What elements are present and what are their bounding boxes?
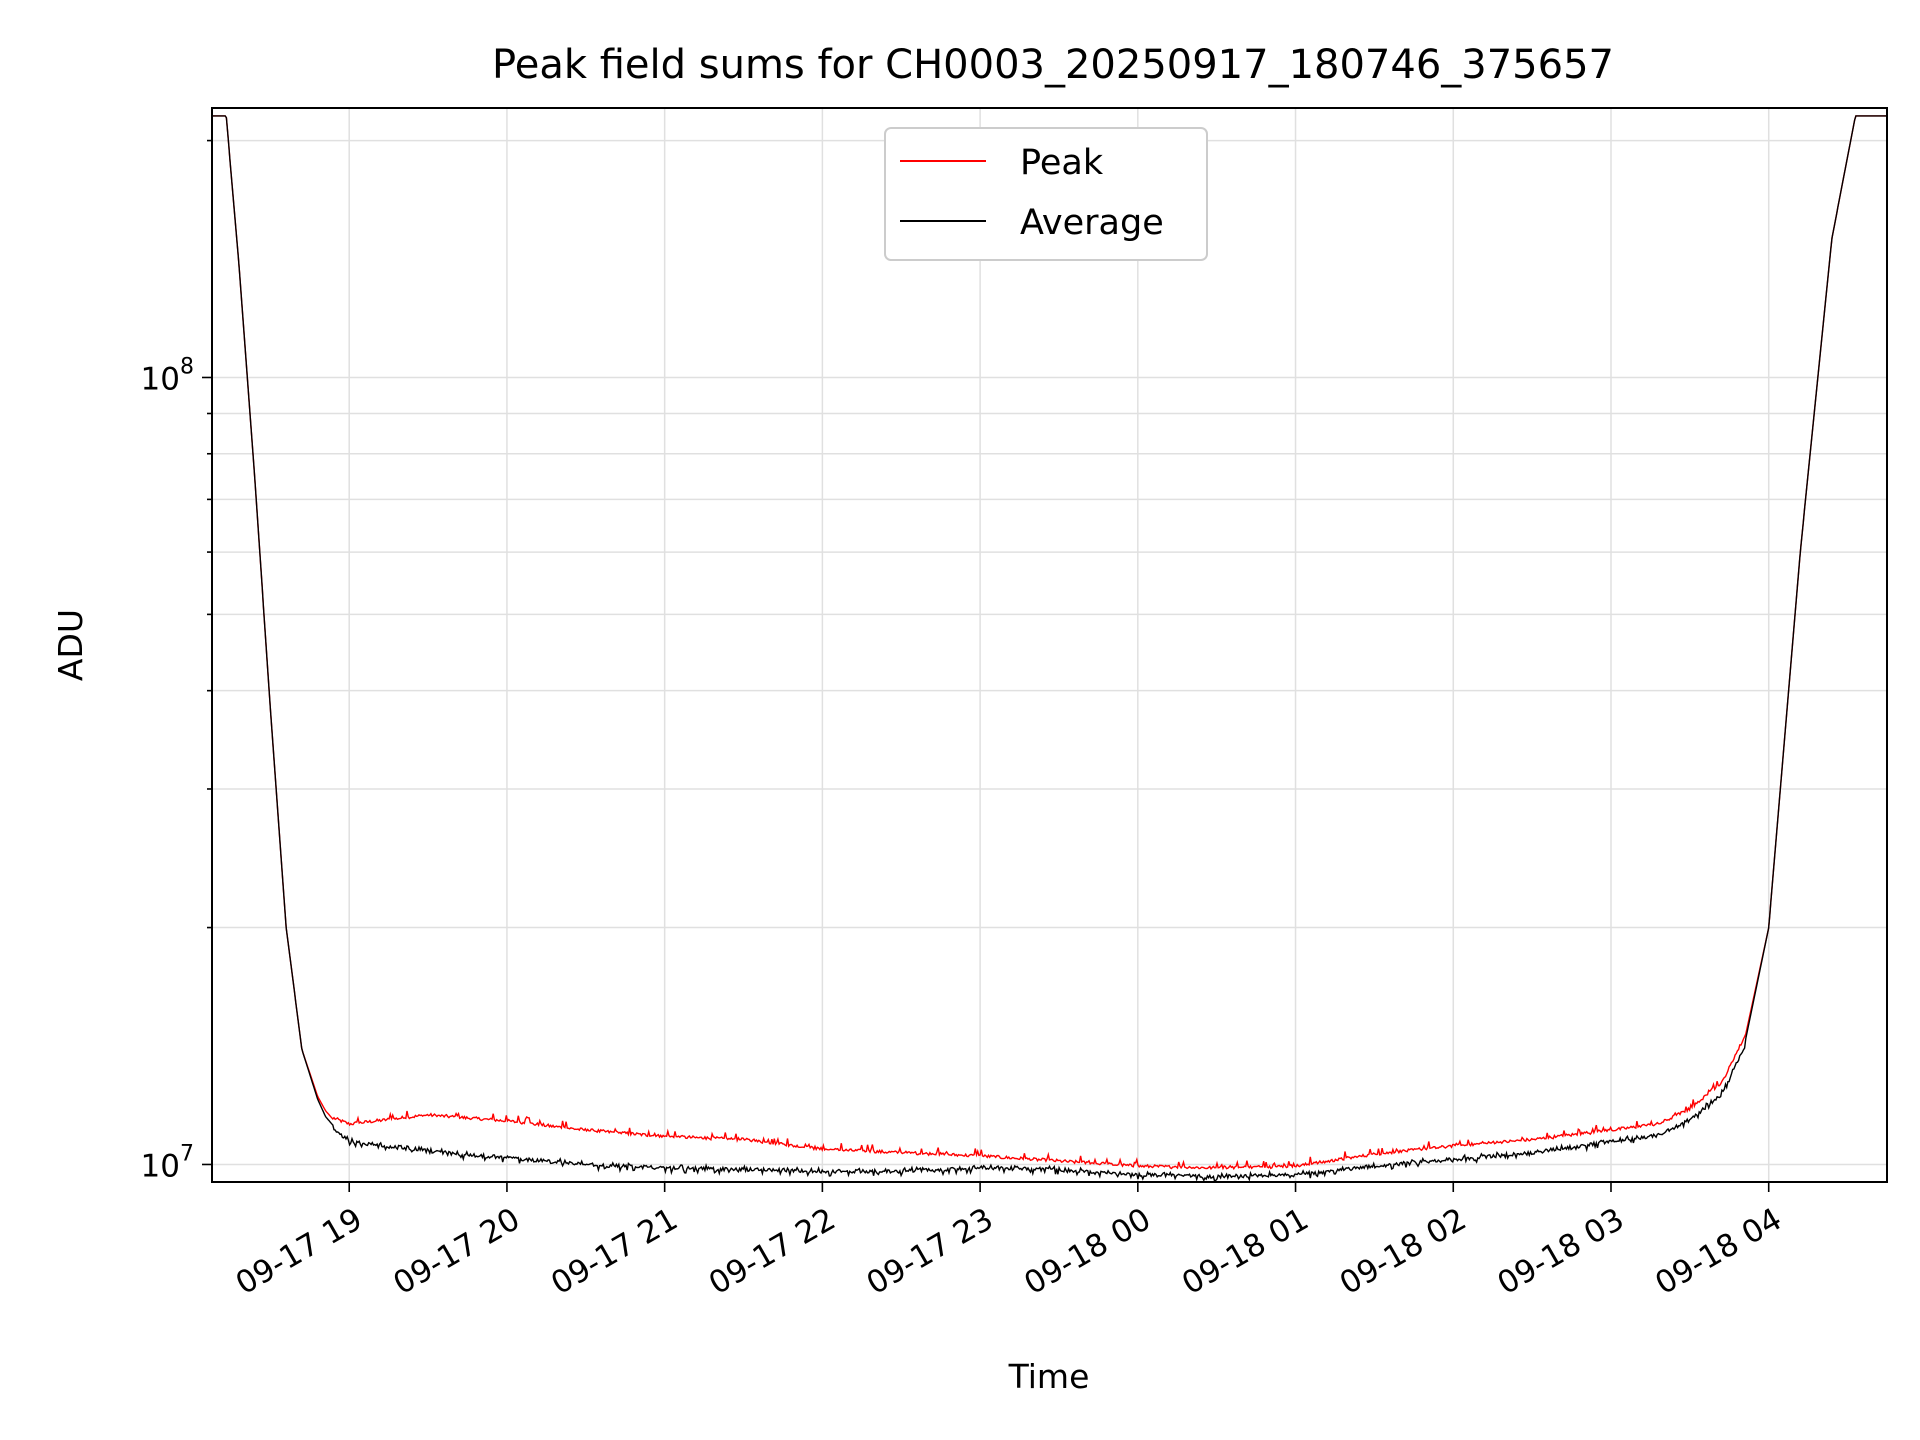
legend: Peak Average [884, 127, 1208, 261]
grid [212, 108, 1887, 1182]
plot-area [212, 108, 1887, 1182]
legend-label-average: Average [1020, 203, 1164, 243]
series-line-peak [212, 115, 1887, 1171]
y-tick-base: 10 [141, 1148, 180, 1184]
plot-frame [211, 107, 1888, 1183]
y-axis-label: ADU [51, 609, 90, 681]
y-tick-label: 108 [141, 354, 194, 397]
y-tick-exp: 8 [180, 354, 194, 379]
y-tick-label: 107 [141, 1141, 194, 1184]
legend-label-peak: Peak [1020, 143, 1104, 183]
y-tick-exp: 7 [180, 1141, 194, 1166]
chart-title: Peak field sums for CH0003_20250917_1807… [492, 42, 1614, 88]
series-layer [212, 115, 1887, 1183]
y-tick-base: 10 [141, 361, 180, 397]
x-axis-label: Time [1008, 1357, 1090, 1396]
series-line-average [212, 115, 1887, 1183]
